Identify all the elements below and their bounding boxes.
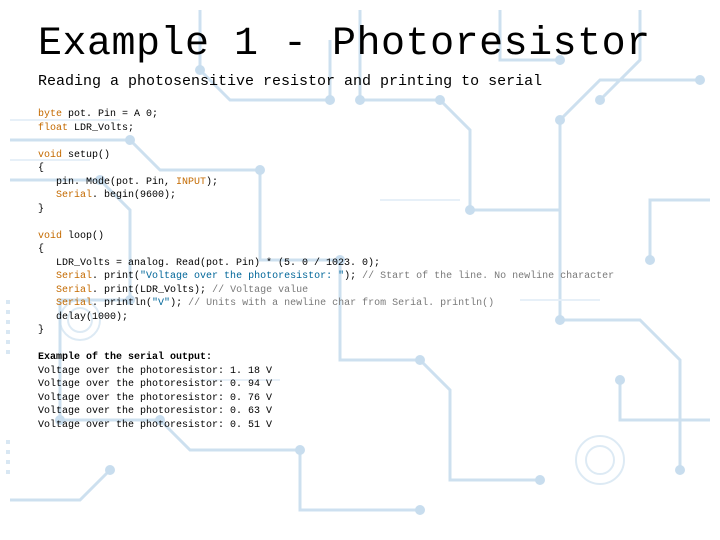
code-text: LDR_Volts = analog. Read(pot. Pin) * (5.…	[38, 258, 380, 269]
code-constant: INPUT	[176, 177, 206, 188]
code-text: LDR_Volts;	[68, 123, 134, 134]
code-text: . print(	[92, 271, 140, 282]
code-text: . print(LDR_Volts);	[92, 285, 212, 296]
code-class: Serial	[56, 190, 92, 201]
code-text: }	[38, 204, 44, 215]
code-text	[38, 285, 56, 296]
code-comment: // Voltage value	[212, 285, 308, 296]
code-text: . begin(9600);	[92, 190, 176, 201]
code-text: loop()	[62, 231, 104, 242]
slide-content: Example 1 - Photoresistor Reading a phot…	[0, 0, 720, 432]
code-comment: // Start of the line. No newline charact…	[362, 271, 614, 282]
code-keyword: float	[38, 123, 68, 134]
page-subtitle: Reading a photosensitive resistor and pr…	[38, 73, 682, 90]
code-text: );	[206, 177, 218, 188]
code-block: byte pot. Pin = A 0; float LDR_Volts; vo…	[38, 108, 682, 432]
code-text: setup()	[62, 150, 110, 161]
code-string: "Voltage over the photoresistor: "	[140, 271, 344, 282]
page-title: Example 1 - Photoresistor	[38, 22, 682, 67]
code-text	[38, 271, 56, 282]
output-line: Voltage over the photoresistor: 0. 76 V	[38, 393, 272, 404]
code-class: Serial	[56, 298, 92, 309]
code-class: Serial	[56, 285, 92, 296]
output-line: Voltage over the photoresistor: 0. 94 V	[38, 379, 272, 390]
code-text: }	[38, 325, 44, 336]
output-line: Voltage over the photoresistor: 0. 63 V	[38, 406, 272, 417]
output-line: Voltage over the photoresistor: 0. 51 V	[38, 420, 272, 431]
code-string: "V"	[152, 298, 170, 309]
code-text: {	[38, 244, 44, 255]
code-text: );	[344, 271, 362, 282]
code-text: {	[38, 163, 44, 174]
output-line: Voltage over the photoresistor: 1. 18 V	[38, 366, 272, 377]
code-text: pin. Mode(pot. Pin,	[38, 177, 176, 188]
code-text	[38, 190, 56, 201]
code-text: . println(	[92, 298, 152, 309]
code-keyword: void	[38, 150, 62, 161]
code-text: delay(1000);	[38, 312, 128, 323]
code-keyword: void	[38, 231, 62, 242]
code-text: pot. Pin = A 0;	[62, 109, 158, 120]
code-class: Serial	[56, 271, 92, 282]
code-text	[38, 298, 56, 309]
code-comment: // Units with a newline char from Serial…	[188, 298, 494, 309]
output-header: Example of the serial output:	[38, 352, 212, 363]
code-text: );	[170, 298, 188, 309]
code-keyword: byte	[38, 109, 62, 120]
